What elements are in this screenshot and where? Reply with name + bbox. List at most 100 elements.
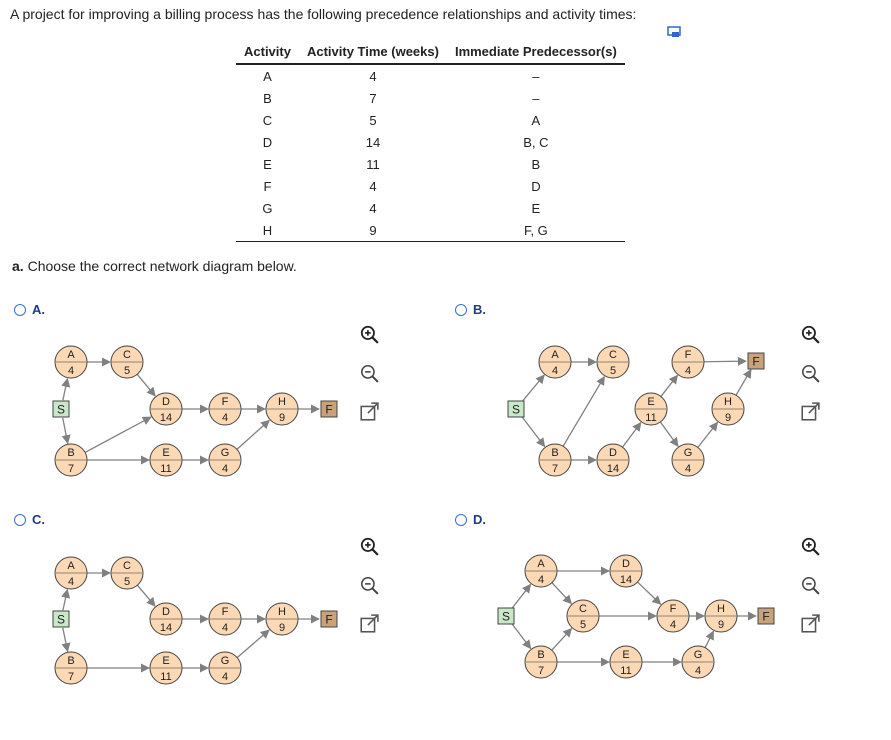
activity-cell: D: [262, 134, 273, 150]
node-activity-label: C: [123, 349, 131, 361]
part-a-label: a.: [12, 258, 24, 274]
node-time-label: 4: [685, 365, 691, 377]
edge-g-h: [236, 629, 270, 659]
activity-node-e: E 11: [609, 645, 643, 679]
header-predecessors: Immediate Predecessor(s): [446, 42, 625, 65]
edge-s-a: [61, 588, 71, 611]
time-cell: 11: [366, 156, 380, 172]
radio-c[interactable]: [14, 513, 26, 526]
node-time-label: 14: [160, 622, 172, 634]
zoom-out-icon[interactable]: [359, 575, 379, 595]
node-time-label: 9: [725, 412, 731, 424]
popout-icon[interactable]: [800, 402, 820, 422]
start-node: S: [52, 610, 70, 628]
zoom-in-icon[interactable]: [800, 324, 820, 344]
edge-s-a: [521, 374, 545, 403]
activity-cell: A: [263, 68, 272, 84]
activity-node-f: F4: [208, 602, 242, 636]
zoom-out-icon[interactable]: [800, 363, 820, 383]
start-label: S: [57, 613, 65, 627]
option-b[interactable]: B.: [455, 302, 486, 317]
node-activity-label: B: [67, 447, 74, 459]
option-a[interactable]: A.: [14, 302, 45, 317]
node-time-label: 11: [160, 463, 171, 475]
activity-node-g: G4: [671, 443, 705, 477]
edge-d-e: [622, 421, 642, 448]
time-cell: 7: [369, 90, 377, 106]
popout-icon[interactable]: [359, 614, 379, 634]
header-activity: Activity: [236, 42, 299, 65]
node-time-label: 4: [68, 576, 74, 588]
edge-a-c: [551, 582, 573, 605]
activity-node-g: G4: [681, 645, 715, 679]
finish-label: F: [752, 355, 759, 369]
edge-f-fin: [703, 356, 747, 366]
time-cell: 9: [298, 219, 447, 242]
radio-a[interactable]: [14, 303, 26, 316]
edge-h-fin: [735, 368, 752, 396]
predecessor-cell: –: [532, 68, 540, 84]
node-activity-label: A: [67, 349, 75, 361]
option-d-label: D.: [473, 512, 486, 527]
zoom-in-icon[interactable]: [359, 324, 379, 344]
edge-g-h: [236, 419, 271, 450]
option-c[interactable]: C.: [14, 512, 45, 527]
node-time-label: 7: [538, 665, 544, 677]
activity-node-c: C5: [110, 345, 144, 379]
node-activity-label: D: [162, 606, 170, 618]
activity-node-a: A4: [524, 554, 558, 588]
node-time-label: 4: [538, 574, 544, 586]
edge-b-c: [551, 627, 573, 651]
popout-icon[interactable]: [667, 26, 681, 38]
edge-e-g: [659, 421, 679, 447]
node-time-label: 5: [124, 365, 130, 377]
time-cell: 4: [369, 200, 377, 216]
start-label: S: [57, 403, 65, 417]
zoom-out-icon[interactable]: [800, 575, 820, 595]
node-activity-label: D: [609, 447, 617, 459]
node-activity-label: H: [278, 396, 286, 408]
popout-icon[interactable]: [800, 614, 820, 634]
option-d[interactable]: D.: [455, 512, 486, 527]
popout-icon[interactable]: [359, 402, 379, 422]
start-node: S: [497, 607, 515, 625]
finish-node: F: [320, 610, 338, 628]
activity-table: Activity Activity Time (weeks) Immediate…: [236, 42, 625, 242]
zoom-in-icon[interactable]: [359, 536, 379, 556]
node-time-label: 4: [670, 619, 676, 631]
node-time-label: 11: [645, 412, 656, 424]
node-time-label: 7: [68, 671, 74, 683]
node-activity-label: F: [670, 603, 677, 615]
node-activity-label: E: [647, 396, 654, 408]
finish-node: F: [320, 400, 338, 418]
table-row: B 7 –: [236, 87, 625, 109]
zoom-out-icon[interactable]: [359, 363, 379, 383]
predecessor-cell: A: [531, 112, 541, 128]
node-activity-label: E: [162, 655, 169, 667]
radio-b[interactable]: [455, 303, 467, 316]
node-activity-label: C: [579, 603, 587, 615]
start-label: S: [502, 610, 510, 624]
header-time: Activity Time (weeks): [298, 42, 447, 65]
predecessor-cell: E: [531, 200, 541, 216]
node-activity-label: F: [685, 349, 692, 361]
activity-node-e: E 11: [149, 443, 183, 477]
node-time-label: 5: [610, 365, 616, 377]
finish-label: F: [325, 613, 332, 627]
node-activity-label: A: [551, 349, 559, 361]
radio-d[interactable]: [455, 513, 467, 526]
node-time-label: 4: [222, 463, 228, 475]
node-activity-label: H: [724, 396, 732, 408]
activity-node-b: B7: [538, 443, 572, 477]
predecessor-cell: B, C: [523, 134, 549, 150]
zoom-in-icon[interactable]: [800, 536, 820, 556]
node-activity-label: B: [551, 447, 558, 459]
node-activity-label: E: [162, 447, 169, 459]
time-cell: 4: [369, 68, 377, 84]
node-time-label: 9: [718, 619, 724, 631]
node-time-label: 14: [160, 412, 172, 424]
node-time-label: 14: [620, 574, 632, 586]
